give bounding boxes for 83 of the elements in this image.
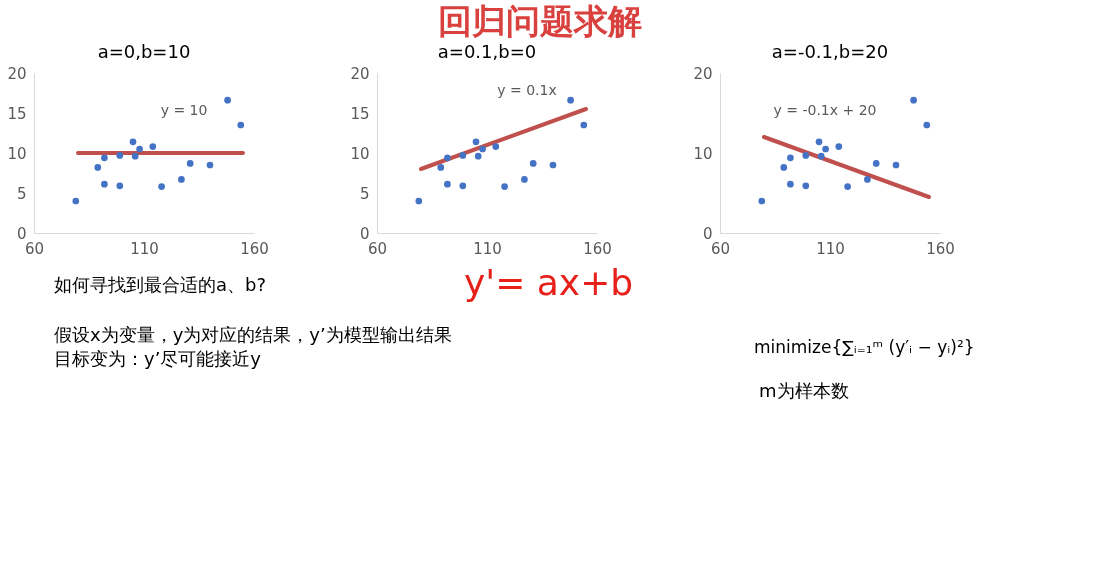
chart-title: a=0,b=10 — [97, 41, 191, 62]
point — [758, 197, 766, 205]
point — [472, 138, 480, 146]
point — [815, 138, 823, 146]
point — [415, 197, 423, 205]
y-tick-label: 0 — [359, 224, 370, 243]
x-tick-label: 160 — [926, 239, 955, 258]
point — [72, 197, 80, 205]
chart-title: a=0.1,b=0 — [437, 41, 537, 62]
text: y'= ax+b — [464, 262, 634, 303]
y-tick-label: 0 — [702, 224, 713, 243]
annotation: y = -0.1x + 20 — [773, 102, 877, 118]
chart-title: a=-0.1,b=20 — [771, 41, 889, 62]
x-tick-label: 60 — [710, 239, 731, 258]
point — [116, 152, 124, 159]
point — [459, 152, 467, 159]
y-tick-label: 10 — [7, 144, 27, 163]
text: 如何寻找到最合适的a、b? — [54, 274, 267, 295]
point — [131, 152, 139, 160]
point — [459, 182, 467, 190]
annotation: y = 0.1x — [497, 82, 557, 98]
point — [149, 143, 157, 150]
point — [567, 96, 574, 104]
x-tick-label: 110 — [130, 239, 159, 258]
point — [444, 154, 451, 162]
y-tick-label: 5 — [16, 184, 27, 203]
point — [237, 121, 245, 129]
point — [521, 176, 528, 183]
x-tick-label: 110 — [473, 239, 502, 258]
point — [780, 164, 788, 171]
point — [923, 121, 931, 129]
y-tick-label: 20 — [350, 64, 370, 83]
y-tick-label: 15 — [7, 104, 27, 123]
y-tick-label: 15 — [350, 104, 370, 123]
point — [129, 138, 137, 146]
point — [437, 164, 445, 171]
point — [844, 183, 851, 190]
point — [158, 183, 165, 190]
y-tick-label: 5 — [359, 184, 370, 203]
y-tick-label: 20 — [693, 64, 713, 83]
x-tick-label: 110 — [816, 239, 845, 258]
point — [802, 152, 810, 159]
y-tick-label: 0 — [16, 224, 27, 243]
x-tick-label: 160 — [240, 239, 269, 258]
point — [101, 180, 108, 188]
point — [186, 160, 194, 167]
point — [864, 176, 871, 183]
point — [822, 145, 829, 153]
x-tick-label: 60 — [367, 239, 388, 258]
text: 假设x为变量，y为对应的结果，y’为模型输出结果 — [54, 324, 452, 345]
annotation: y = 10 — [160, 102, 208, 118]
point — [94, 164, 102, 171]
point — [817, 152, 825, 160]
y-tick-label: 20 — [7, 64, 27, 83]
y-tick-label: 10 — [350, 144, 370, 163]
x-tick-label: 160 — [583, 239, 612, 258]
point — [802, 182, 810, 190]
point — [787, 180, 794, 188]
point — [474, 152, 482, 160]
point — [224, 96, 231, 104]
point — [492, 143, 500, 150]
y-tick-label: 10 — [693, 144, 713, 163]
point — [444, 180, 451, 188]
point — [206, 161, 214, 169]
point — [136, 145, 143, 153]
text: 回归问题求解 — [438, 1, 643, 41]
text: m为样本数 — [759, 380, 849, 401]
point — [501, 183, 508, 190]
point — [549, 161, 557, 169]
point — [529, 160, 537, 167]
point — [580, 121, 588, 129]
point — [116, 182, 124, 190]
point — [835, 143, 843, 150]
text: 目标变为：y’尽可能接近y — [54, 348, 262, 369]
point — [479, 145, 486, 153]
point — [910, 96, 917, 104]
point — [787, 154, 794, 162]
point — [101, 154, 108, 162]
text: minimize{∑ᵢ₌₁ᵐ (y′ᵢ − yᵢ)²} — [754, 337, 975, 357]
point — [892, 161, 900, 169]
point — [178, 176, 185, 183]
point — [872, 160, 880, 167]
x-tick-label: 60 — [24, 239, 45, 258]
